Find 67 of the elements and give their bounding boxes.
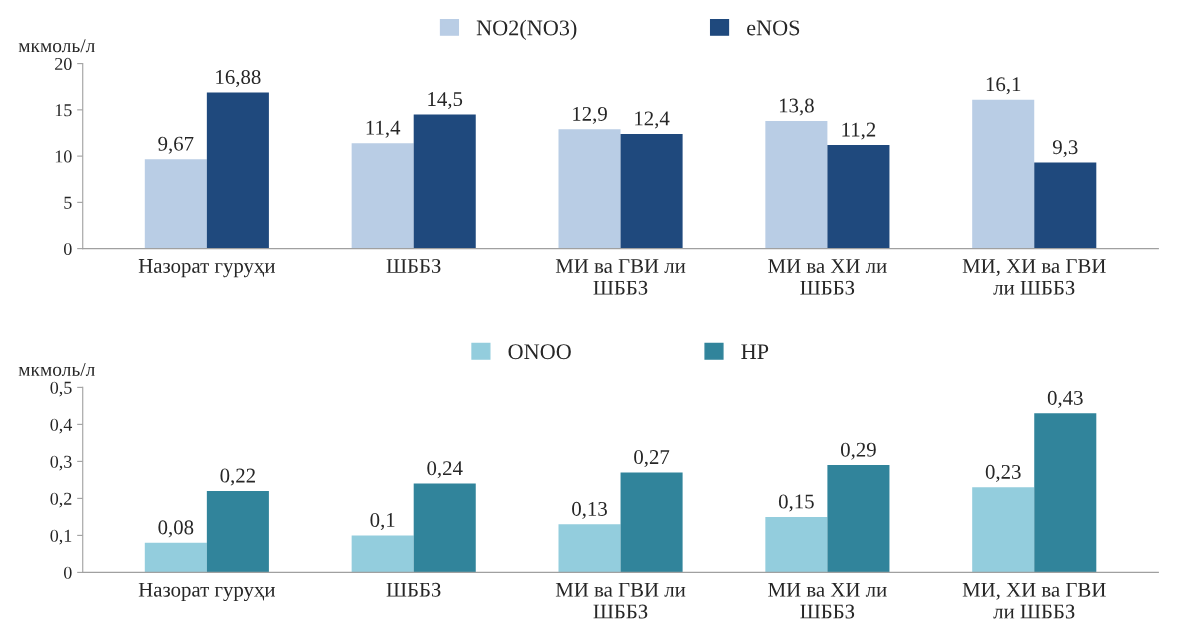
bar (620, 472, 683, 573)
bar (972, 487, 1035, 573)
y-tick-label: 0,5 (50, 381, 72, 397)
bar (144, 159, 207, 249)
data-label: 13,8 (779, 98, 814, 116)
bar (206, 92, 269, 249)
legend-label: eNOS (747, 20, 800, 36)
y-tick-label: 0 (63, 566, 72, 579)
data-label: 0,43 (1047, 390, 1083, 408)
x-tick-label: МИ ва ХИ ли ШББЗ (768, 259, 887, 295)
y-tick-label: 0 (63, 242, 72, 256)
bar (144, 542, 207, 573)
data-label: 11,4 (366, 120, 401, 138)
x-tick-label: ШББЗ (386, 258, 441, 273)
data-label: 0,27 (634, 450, 670, 468)
data-label: 0,24 (427, 461, 463, 479)
bar (620, 133, 683, 249)
y-tick-label: 5 (64, 196, 72, 209)
bar (558, 524, 621, 573)
y-tick-label: 10 (55, 150, 72, 163)
bar (413, 483, 476, 573)
data-label: 0,22 (220, 468, 255, 486)
data-label: 0,29 (840, 442, 876, 460)
data-label: 12,9 (573, 106, 607, 124)
data-label: 0,08 (158, 520, 194, 538)
y-axis-title: мкмоль/л (18, 39, 95, 53)
data-label: 9,3 (1052, 140, 1078, 158)
data-label: 16,1 (986, 77, 1021, 95)
bar (206, 490, 269, 573)
y-tick-label: 0,1 (50, 529, 72, 545)
bar (765, 120, 828, 249)
y-tick-label: 15 (55, 104, 72, 117)
y-tick-label: 0,2 (50, 492, 72, 508)
data-label: 9,67 (158, 136, 194, 154)
bar (972, 99, 1035, 249)
data-label: 0,13 (572, 501, 607, 519)
bar (1034, 162, 1097, 249)
data-label: 12,4 (635, 111, 670, 129)
x-tick-label: ШББЗ (386, 582, 441, 597)
y-axis-title: мкмоль/л (18, 363, 95, 377)
y-tick-label: 20 (55, 57, 72, 71)
x-tick-label: МИ ва ХИ ли ШББЗ (768, 582, 887, 619)
data-label: 0,1 (370, 512, 395, 530)
data-label: 0,23 (985, 464, 1021, 482)
data-label: 16,88 (216, 70, 261, 88)
data-label: 11,2 (842, 122, 876, 140)
x-tick-label: Назорат гуруҳи (138, 582, 276, 602)
data-label: 0,15 (778, 494, 814, 512)
bar (1034, 413, 1097, 573)
x-tick-label: Назорат гуруҳи (138, 259, 276, 278)
data-label: 14,5 (428, 92, 463, 110)
x-tick-label: МИ ва ГВИ ли ШББЗ (555, 582, 686, 619)
bar (558, 129, 621, 249)
legend-label: HP (741, 344, 769, 359)
bar (827, 465, 890, 573)
bar (765, 516, 828, 573)
legend-label: NO2(NO3) (476, 19, 577, 40)
y-tick-label: 0,3 (50, 455, 72, 471)
legend-label: ONOO (508, 344, 571, 360)
x-tick-label: МИ, ХИ ва ГВИ ли ШББЗ (962, 582, 1106, 619)
bar (413, 114, 476, 249)
y-tick-label: 0,4 (50, 418, 73, 434)
x-tick-label: МИ, ХИ ва ГВИ ли ШББЗ (962, 259, 1106, 295)
bar (827, 145, 890, 249)
bar (351, 143, 414, 249)
bar (351, 535, 414, 573)
x-tick-label: МИ ва ГВИ ли ШББЗ (555, 259, 686, 295)
